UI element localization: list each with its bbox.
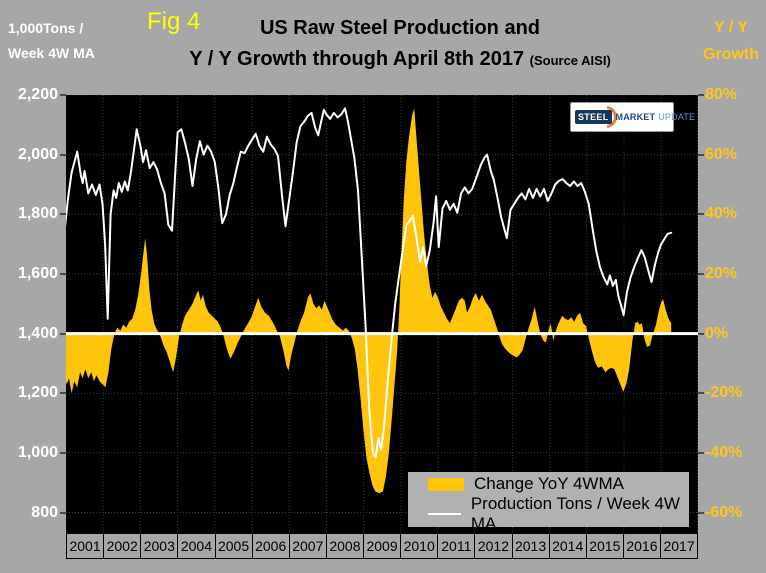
left-axis-title: 1,000Tons / Week 4W MA xyxy=(8,20,95,61)
x-axis-year-label: 2012 xyxy=(474,534,511,558)
plot-area xyxy=(66,95,698,533)
legend: Change YoY 4WMA Production Tons / Week 4… xyxy=(408,472,689,533)
right-axis-tick-label: 0% xyxy=(705,324,729,342)
plot-svg xyxy=(66,95,698,533)
x-axis-year-band: 2001 2002 2003 2004 2005 2006 2007 2008 2009 2010… xyxy=(66,533,699,559)
x-axis-year-label: 2007 xyxy=(288,534,326,558)
x-axis-year-label: 2010 xyxy=(400,534,437,558)
legend-item-production: Production Tons / Week 4W MA xyxy=(428,494,689,534)
x-axis-year-label: 2001 xyxy=(66,534,103,558)
left-axis-tickmark xyxy=(60,153,66,156)
x-axis-year-label: 2006 xyxy=(251,534,289,558)
right-axis-tickmark xyxy=(698,332,704,335)
right-axis-tick-label: 40% xyxy=(705,205,738,223)
left-axis-tickmark xyxy=(60,272,66,275)
x-axis-year-label: 2005 xyxy=(214,534,252,558)
figure-label: Fig 4 xyxy=(147,8,201,35)
right-axis-tickmark xyxy=(698,272,704,275)
x-axis-year-label: 2008 xyxy=(325,534,363,558)
right-axis-tickmark xyxy=(698,153,704,156)
left-axis-tickmark xyxy=(60,94,66,96)
left-axis-tick-label: 1,600 xyxy=(17,264,58,282)
legend-label-yoy: Change YoY 4WMA xyxy=(474,474,624,493)
x-axis-year-label: 2017 xyxy=(660,534,699,558)
yoy-area-swatch xyxy=(428,477,464,491)
right-axis-tickmark xyxy=(698,511,704,514)
left-axis-tick-label: 2,000 xyxy=(17,145,58,163)
x-axis-year-label: 2002 xyxy=(103,534,140,558)
right-axis-tickmark xyxy=(698,392,704,395)
x-axis-year-label: 2015 xyxy=(585,534,623,558)
right-axis-tick-label: -40% xyxy=(705,443,743,461)
left-axis-tick-label: 2,200 xyxy=(17,86,58,103)
left-axis-tickmark xyxy=(60,511,66,514)
production-line-swatch xyxy=(428,513,461,515)
legend-item-yoy: Change YoY 4WMA xyxy=(428,474,689,494)
steel-market-update-logo: STEEL MARKET UPDATE xyxy=(570,102,695,132)
x-axis-year-label: 2013 xyxy=(511,534,549,558)
left-axis-tickmark xyxy=(60,332,66,335)
right-axis-tick-label: 60% xyxy=(705,145,738,163)
x-axis-year-label: 2004 xyxy=(177,534,214,558)
x-axis-year-label: 2014 xyxy=(548,534,586,558)
chart-title-line2: Y / Y Growth through April 8th 2017 (Sou… xyxy=(189,48,611,70)
left-axis-tick-label: 1,800 xyxy=(17,205,58,223)
logo-update-text: UPDATE xyxy=(658,112,696,122)
right-axis-tick-label: -20% xyxy=(705,384,743,402)
right-axis-tick-label: 80% xyxy=(705,86,738,103)
right-axis-tick-label: 20% xyxy=(705,264,738,282)
right-axis-tickmark xyxy=(698,94,704,96)
x-axis-year-label: 2009 xyxy=(363,534,400,558)
production-line-series xyxy=(66,107,673,459)
left-axis-tick-label: 1,400 xyxy=(17,324,58,342)
x-axis-year-label: 2011 xyxy=(437,534,474,558)
right-axis-tick-label: -60% xyxy=(705,503,743,521)
x-axis-year-label: 2016 xyxy=(622,534,660,558)
zero-line xyxy=(66,332,698,336)
logo-steel-text: STEEL xyxy=(575,110,612,124)
left-axis-tick-label: 1,200 xyxy=(17,384,58,402)
left-axis-tickmark xyxy=(60,451,66,454)
chart-title-line1: US Raw Steel Production and xyxy=(259,17,541,39)
left-axis-tick-label: 1,000 xyxy=(17,443,58,461)
legend-label-production: Production Tons / Week 4W MA xyxy=(470,494,680,533)
left-axis-tick-label: 800 xyxy=(31,503,58,521)
logo-market-text: MARKET xyxy=(615,112,656,122)
right-axis-tickmark xyxy=(698,213,704,216)
x-axis-year-label: 2003 xyxy=(140,534,177,558)
right-axis-tickmark xyxy=(698,451,704,454)
yoy-area-series xyxy=(66,108,672,494)
chart-title-source: (Source AISI) xyxy=(529,53,611,68)
left-axis-tickmark xyxy=(60,213,66,216)
chart-title: US Raw Steel Production and Y / Y Growth… xyxy=(140,13,660,76)
right-axis-title: Y / Y Growth xyxy=(703,19,759,63)
left-axis-tickmark xyxy=(60,392,66,395)
